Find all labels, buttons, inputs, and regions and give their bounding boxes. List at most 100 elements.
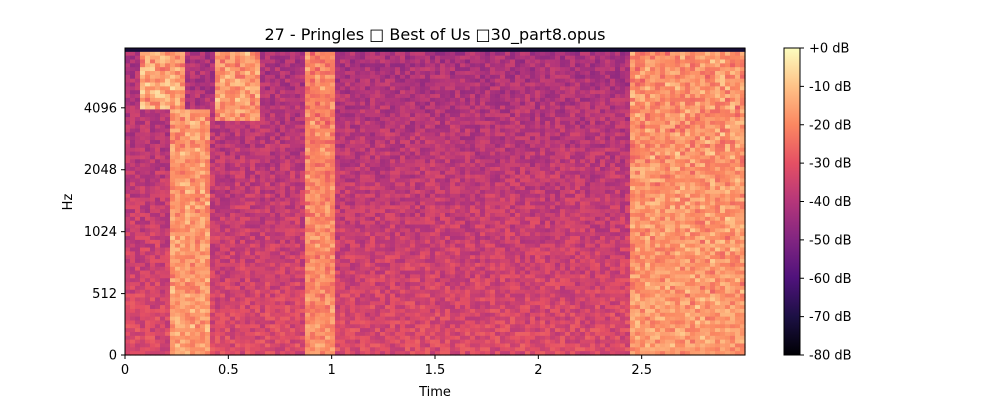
spectrogram-cell xyxy=(155,129,161,133)
spectrogram-cell xyxy=(125,178,131,182)
spectrogram-cell xyxy=(340,271,346,275)
spectrogram-cell xyxy=(235,282,241,286)
spectrogram-cell xyxy=(395,259,401,263)
spectrogram-cell xyxy=(320,129,326,133)
spectrogram-cell xyxy=(405,94,411,98)
spectrogram-cell xyxy=(405,159,411,163)
spectrogram-cell xyxy=(155,328,161,332)
spectrogram-cell xyxy=(145,52,151,56)
spectrogram-cell xyxy=(140,317,146,321)
spectrogram-cell xyxy=(310,259,316,263)
spectrogram-cell xyxy=(295,294,301,298)
spectrogram-cell xyxy=(370,102,376,106)
spectrogram-cell xyxy=(370,251,376,255)
spectrogram-cell xyxy=(415,309,421,313)
spectrogram-cell xyxy=(360,320,366,324)
spectrogram-cell xyxy=(185,202,191,206)
spectrogram-cell xyxy=(125,317,131,321)
spectrogram-cell xyxy=(245,83,251,87)
spectrogram-cell xyxy=(290,232,296,236)
spectrogram-cell xyxy=(410,140,416,144)
spectrogram-cell xyxy=(195,132,201,136)
spectrogram-cell xyxy=(350,240,356,244)
spectrogram-cell xyxy=(310,209,316,213)
spectrogram-cell xyxy=(325,267,331,271)
spectrogram-cell xyxy=(290,259,296,263)
spectrogram-cell xyxy=(130,148,136,152)
spectrogram-cell xyxy=(295,159,301,163)
spectrogram-cell xyxy=(395,171,401,175)
spectrogram-cell xyxy=(370,186,376,190)
spectrogram-cell xyxy=(405,347,411,351)
spectrogram-cell xyxy=(335,60,341,64)
spectrogram-cell xyxy=(215,152,221,156)
spectrogram-cell xyxy=(370,90,376,94)
spectrogram-cell xyxy=(130,305,136,309)
spectrogram-cell xyxy=(320,109,326,113)
spectrogram-cell xyxy=(305,340,311,344)
spectrogram-cell xyxy=(355,313,361,317)
spectrogram-cell xyxy=(260,83,266,87)
spectrogram-cell xyxy=(355,86,361,90)
spectrogram-cell xyxy=(395,343,401,347)
spectrogram-cell xyxy=(165,324,171,328)
spectrogram-cell xyxy=(285,317,291,321)
spectrogram-cell xyxy=(360,48,366,52)
spectrogram-cell xyxy=(145,113,151,117)
spectrogram-cell xyxy=(240,125,246,129)
spectrogram-cell xyxy=(215,236,221,240)
spectrogram-cell xyxy=(310,125,316,129)
spectrogram-cell xyxy=(270,102,276,106)
spectrogram-cell xyxy=(255,271,261,275)
spectrogram-cell xyxy=(390,221,396,225)
spectrogram-cell xyxy=(410,251,416,255)
spectrogram-cell xyxy=(185,336,191,340)
spectrogram-cell xyxy=(140,175,146,179)
spectrogram-cell xyxy=(325,102,331,106)
spectrogram-cell xyxy=(290,271,296,275)
spectrogram-cell xyxy=(125,163,131,167)
spectrogram-cell xyxy=(195,309,201,313)
spectrogram-cell xyxy=(160,121,166,125)
spectrogram-cell xyxy=(270,267,276,271)
spectrogram-cell xyxy=(335,274,341,278)
spectrogram-cell xyxy=(275,194,281,198)
spectrogram-cell xyxy=(355,152,361,156)
spectrogram-cell xyxy=(225,297,231,301)
spectrogram-cell xyxy=(260,178,266,182)
spectrogram-cell xyxy=(260,317,266,321)
spectrogram-cell xyxy=(375,297,381,301)
spectrogram-cell xyxy=(275,144,281,148)
spectrogram-cell xyxy=(360,90,366,94)
spectrogram-cell xyxy=(310,83,316,87)
spectrogram-cell xyxy=(425,178,431,182)
spectrogram-cell xyxy=(350,186,356,190)
spectrogram-cell xyxy=(135,125,141,129)
spectrogram-cell xyxy=(400,121,406,125)
spectrogram-cell xyxy=(365,225,371,229)
spectrogram-cell xyxy=(360,148,366,152)
spectrogram-cell xyxy=(200,347,206,351)
spectrogram-cell xyxy=(350,178,356,182)
spectrogram-cell xyxy=(175,271,181,275)
spectrogram-cell xyxy=(170,274,176,278)
spectrogram-cell xyxy=(370,60,376,64)
spectrogram-cell xyxy=(185,290,191,294)
spectrogram-cell xyxy=(355,140,361,144)
spectrogram-cell xyxy=(365,209,371,213)
spectrogram-cell xyxy=(145,286,151,290)
spectrogram-cell xyxy=(385,255,391,259)
spectrogram-cell xyxy=(305,163,311,167)
spectrogram-cell xyxy=(285,140,291,144)
spectrogram-cell xyxy=(360,267,366,271)
spectrogram-cell xyxy=(235,297,241,301)
spectrogram-cell xyxy=(435,102,441,106)
spectrogram-cell xyxy=(280,301,286,305)
spectrogram-cell xyxy=(340,282,346,286)
spectrogram-cell xyxy=(190,263,196,267)
spectrogram-cell xyxy=(145,248,151,252)
spectrogram-cell xyxy=(375,52,381,56)
spectrogram-cell xyxy=(290,297,296,301)
spectrogram-cell xyxy=(390,175,396,179)
spectrogram-cell xyxy=(195,83,201,87)
